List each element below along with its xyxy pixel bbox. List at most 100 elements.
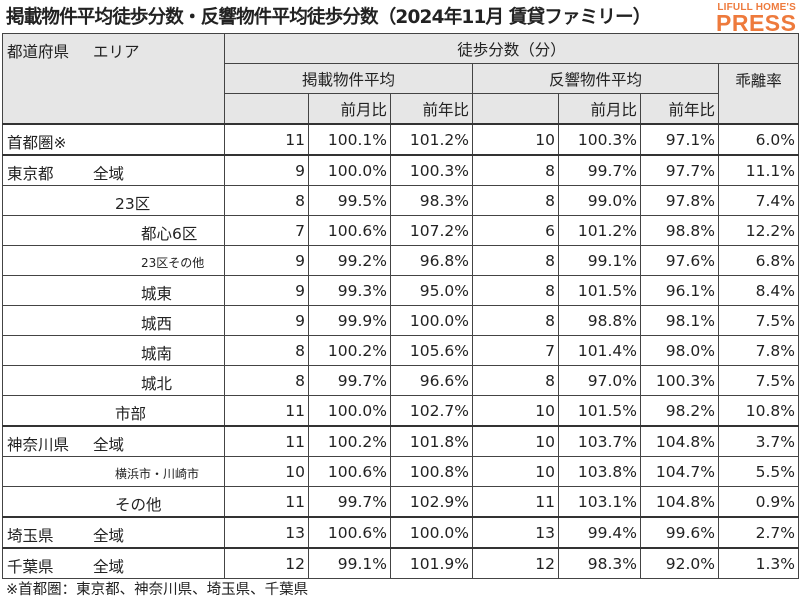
table-row: 埼玉県 全域 13 100.6% 100.0% 13 99.4% 99.6% 2.…	[2, 516, 800, 549]
response-avg: 8	[472, 154, 559, 186]
divergence-rate: 11.1%	[717, 154, 800, 186]
listed-mom: 99.1%	[308, 547, 391, 579]
header-response-mom: 前月比	[558, 93, 641, 125]
listed-avg: 8	[224, 335, 309, 366]
divergence-rate: 3.7%	[717, 425, 800, 457]
response-yoy: 98.0%	[640, 335, 719, 366]
area-name: 全域	[93, 165, 125, 183]
divergence-rate: 6.8%	[717, 245, 800, 276]
pref-name: 首都圏※	[7, 134, 67, 152]
area-name: 都心6区	[141, 225, 198, 243]
divergence-rate: 7.5%	[717, 365, 800, 396]
area-name: 23区	[115, 195, 151, 213]
listed-avg: 11	[224, 425, 309, 457]
listed-mom: 99.9%	[308, 305, 391, 336]
listed-mom: 100.6%	[308, 215, 391, 246]
response-avg: 7	[472, 335, 559, 366]
response-avg: 10	[472, 456, 559, 487]
area-name: 23区その他	[141, 256, 205, 270]
area-name: 城西	[141, 315, 173, 333]
area-name: 全域	[93, 436, 125, 454]
response-mom: 98.3%	[558, 547, 641, 579]
response-avg: 10	[472, 395, 559, 427]
listed-avg: 9	[224, 305, 309, 336]
table-row: 神奈川県 全域 11 100.2% 101.8% 10 103.7% 104.8%…	[2, 425, 800, 457]
listed-mom: 100.6%	[308, 456, 391, 487]
listed-mom: 99.7%	[308, 486, 391, 518]
listed-mom: 99.5%	[308, 185, 391, 216]
response-mom: 101.5%	[558, 395, 641, 427]
response-yoy: 97.7%	[640, 154, 719, 186]
header-pref-area: 都道府県 エリア	[2, 33, 225, 125]
divergence-rate: 6.0%	[717, 123, 800, 156]
listed-mom: 100.0%	[308, 395, 391, 427]
listed-yoy: 102.9%	[390, 486, 473, 518]
divergence-rate: 0.9%	[717, 486, 800, 518]
header-listed-mom: 前月比	[308, 93, 391, 125]
area-name: 全域	[93, 527, 125, 545]
header-area: エリア	[93, 43, 140, 61]
response-mom: 101.4%	[558, 335, 641, 366]
response-avg: 11	[472, 486, 559, 518]
listed-avg: 8	[224, 365, 309, 396]
response-mom: 103.1%	[558, 486, 641, 518]
listed-yoy: 100.0%	[390, 305, 473, 336]
response-mom: 99.7%	[558, 154, 641, 186]
listed-mom: 99.7%	[308, 365, 391, 396]
area-name: 横浜市・川崎市	[115, 467, 200, 481]
response-yoy: 99.6%	[640, 516, 719, 549]
response-yoy: 92.0%	[640, 547, 719, 579]
response-avg: 13	[472, 516, 559, 549]
header-listed: 掲載物件平均	[224, 63, 473, 94]
response-avg: 8	[472, 245, 559, 276]
pref-name: 埼玉県	[7, 527, 54, 545]
response-yoy: 96.1%	[640, 275, 719, 306]
listed-avg: 9	[224, 245, 309, 276]
listed-mom: 100.2%	[308, 425, 391, 457]
listed-yoy: 107.2%	[390, 215, 473, 246]
area-name: 全域	[93, 558, 125, 576]
response-avg: 10	[472, 123, 559, 156]
header-listed-yoy: 前年比	[390, 93, 473, 125]
table-row: 横浜市・川崎市 10 100.6% 100.8% 10 103.8% 104.7…	[2, 456, 800, 487]
pref-name: 東京都	[7, 165, 54, 183]
listed-avg: 11	[224, 395, 309, 427]
divergence-rate: 7.4%	[717, 185, 800, 216]
listed-avg: 9	[224, 275, 309, 306]
response-yoy: 98.1%	[640, 305, 719, 336]
table-row: 23区 8 99.5% 98.3% 8 99.0% 97.8% 7.4%	[2, 185, 800, 216]
response-avg: 8	[472, 365, 559, 396]
lifull-homes-press-logo: LIFULL HOME'S PRESS	[716, 2, 796, 35]
divergence-rate: 8.4%	[717, 275, 800, 306]
listed-avg: 13	[224, 516, 309, 549]
response-mom: 101.5%	[558, 275, 641, 306]
listed-yoy: 101.2%	[390, 123, 473, 156]
listed-yoy: 100.3%	[390, 154, 473, 186]
footnote: ※首都圏：東京都、神奈川県、埼玉県、千葉県	[6, 582, 309, 598]
response-yoy: 98.8%	[640, 215, 719, 246]
divergence-rate: 12.2%	[717, 215, 800, 246]
table-row: その他 11 99.7% 102.9% 11 103.1% 104.8% 0.9…	[2, 486, 800, 518]
response-mom: 100.3%	[558, 123, 641, 156]
area-name: 市部	[115, 405, 147, 423]
response-mom: 101.2%	[558, 215, 641, 246]
listed-avg: 7	[224, 215, 309, 246]
listed-mom: 100.6%	[308, 516, 391, 549]
table-row: 市部 11 100.0% 102.7% 10 101.5% 98.2% 10.8…	[2, 395, 800, 427]
header-response-yoy: 前年比	[640, 93, 719, 125]
listed-avg: 9	[224, 154, 309, 186]
response-mom: 99.1%	[558, 245, 641, 276]
pref-name: 千葉県	[7, 558, 54, 576]
pref-name: 神奈川県	[7, 436, 70, 454]
listed-yoy: 96.6%	[390, 365, 473, 396]
divergence-rate: 1.3%	[717, 547, 800, 579]
header-response: 反響物件平均	[472, 63, 719, 94]
listed-avg: 11	[224, 123, 309, 156]
listed-avg: 8	[224, 185, 309, 216]
table-row: 23区その他 9 99.2% 96.8% 8 99.1% 97.6% 6.8%	[2, 245, 800, 276]
response-mom: 103.7%	[558, 425, 641, 457]
listed-avg: 10	[224, 456, 309, 487]
listed-avg: 12	[224, 547, 309, 579]
response-yoy: 104.8%	[640, 486, 719, 518]
divergence-rate: 2.7%	[717, 516, 800, 549]
